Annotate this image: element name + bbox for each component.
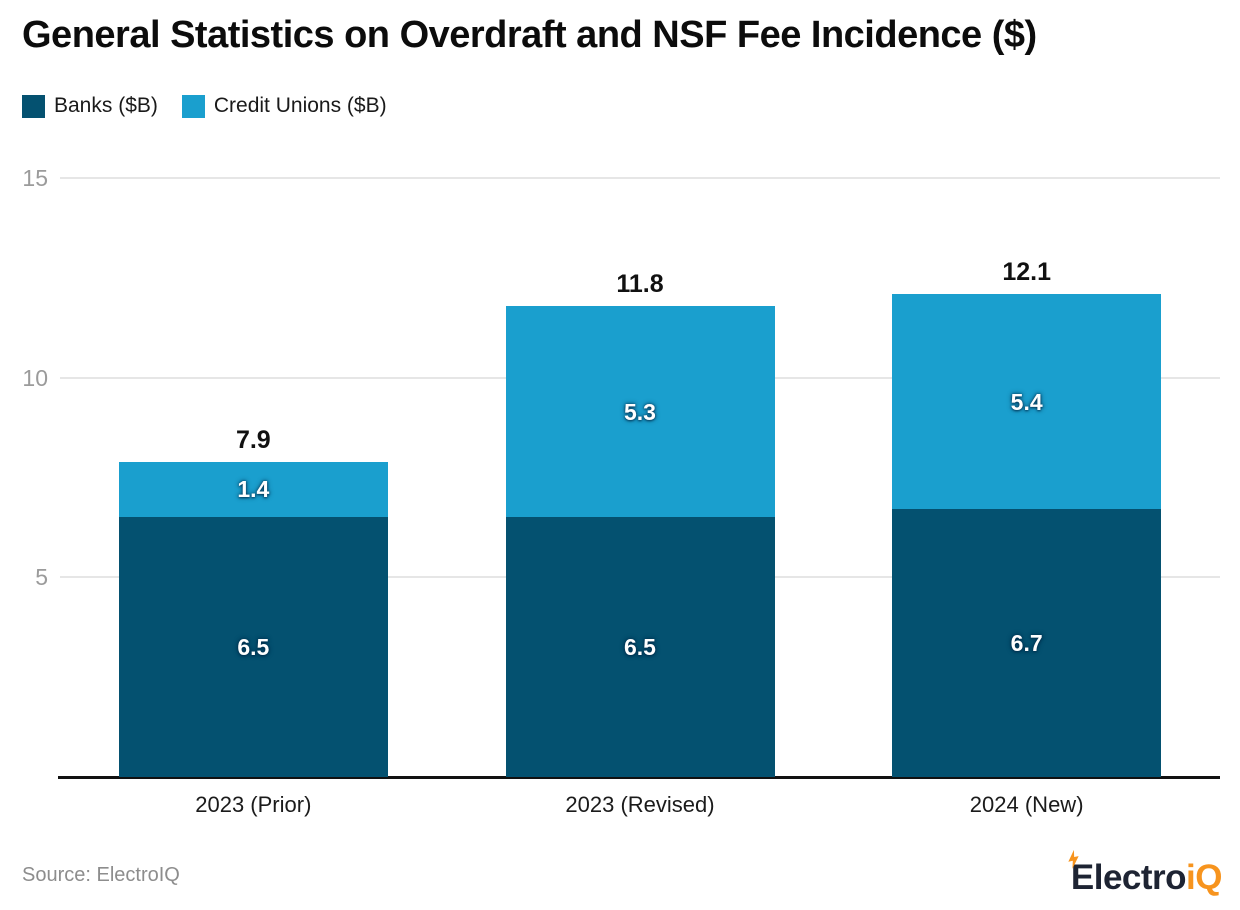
electroiq-logo: Electro iQ (1068, 849, 1222, 900)
legend-label-banks: Banks ($B) (54, 94, 158, 117)
bar-segment-credit-unions[interactable] (892, 293, 1162, 510)
lightning-bolt-icon (1068, 849, 1079, 869)
legend-swatch-banks (22, 94, 45, 118)
logo-text-electro: Electro (1070, 858, 1187, 897)
y-axis-tick-label: 15 (22, 165, 48, 191)
y-axis-tick-label: 10 (22, 364, 48, 391)
bar-segment-credit-unions[interactable] (118, 461, 388, 518)
gridline (60, 177, 1220, 179)
bar-total-label: 11.8 (616, 269, 664, 298)
y-axis-tick-label: 5 (35, 564, 48, 591)
legend: Banks ($B) Credit Unions ($B) (22, 94, 387, 118)
bar-segment-banks[interactable] (118, 517, 388, 777)
x-axis-label: 2024 (New) (969, 792, 1084, 817)
logo-text-iq: iQ (1186, 858, 1222, 897)
x-axis-line (58, 776, 1220, 779)
chart-title: General Statistics on Overdraft and NSF … (22, 14, 1037, 56)
legend-item-credit-unions[interactable]: Credit Unions ($B) (181, 94, 387, 118)
source-note: Source: ElectroIQ (22, 864, 180, 886)
legend-swatch-credit-unions (181, 94, 205, 118)
legend-item-banks[interactable]: Banks ($B) (22, 94, 158, 118)
logo-text-dark: Electro (1068, 849, 1187, 900)
bar-segment-banks[interactable] (892, 509, 1162, 777)
bar-total-label: 12.1 (1002, 257, 1051, 286)
bar-segment-banks[interactable] (505, 517, 775, 777)
bar-total-label: 7.9 (235, 425, 271, 454)
bar-segment-credit-unions[interactable] (505, 305, 775, 518)
x-axis-label: 2023 (Prior) (195, 792, 312, 817)
legend-label-credit-unions: Credit Unions ($B) (213, 94, 387, 117)
x-axis-label: 2023 (Revised) (565, 792, 715, 817)
